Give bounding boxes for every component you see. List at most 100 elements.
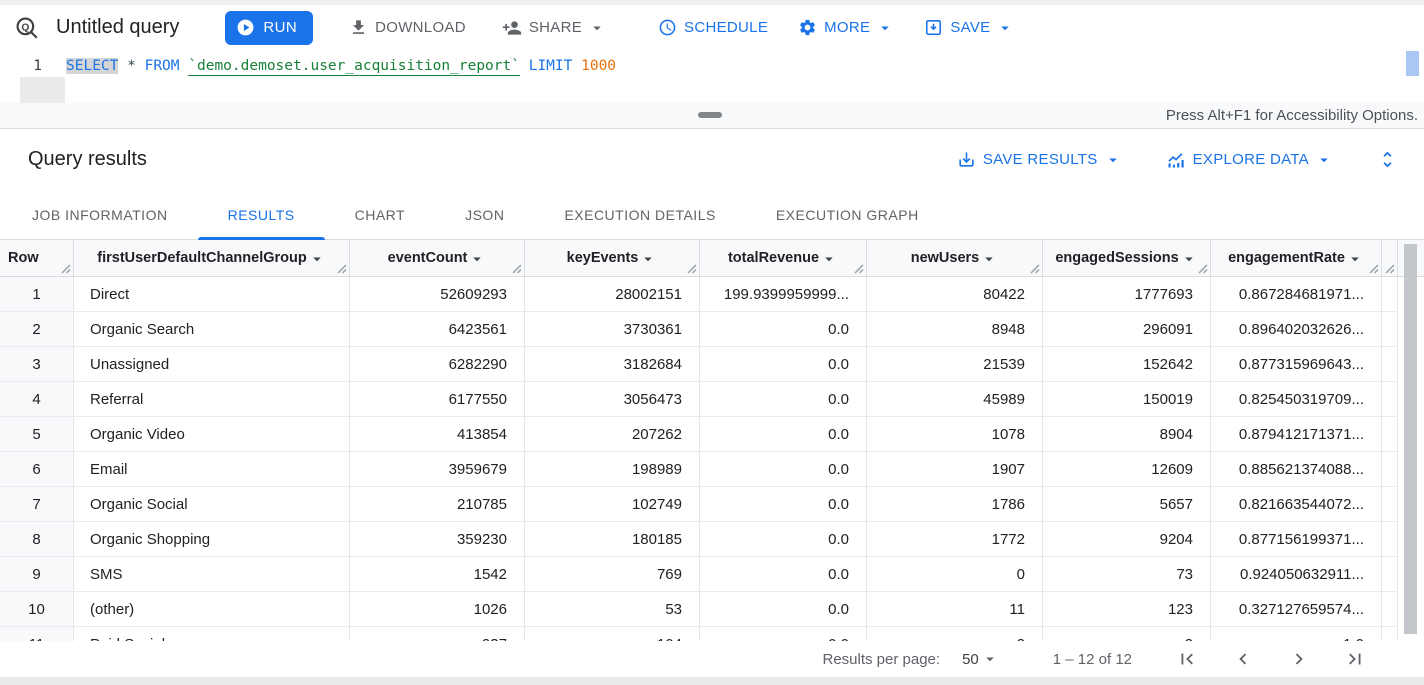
sql-code-line[interactable]: SELECT * FROM `demo.demoset.user_acquisi… (66, 58, 616, 76)
more-button[interactable]: MORE (798, 18, 894, 37)
tab-job-information[interactable]: JOB INFORMATION (32, 206, 168, 223)
column-resize-grip[interactable] (1369, 264, 1379, 274)
sql-keyword-limit: LIMIT (528, 58, 573, 74)
column-menu-arrow-icon[interactable] (1180, 250, 1198, 268)
column-menu-arrow-icon[interactable] (468, 250, 486, 268)
data-cell: Unassigned (74, 347, 350, 381)
data-cell: 11 (867, 592, 1043, 626)
sql-editor[interactable]: 1 SELECT * FROM `demo.demoset.user_acqui… (0, 50, 1424, 103)
data-cell: 3959679 (350, 452, 525, 486)
editor-gutter-shade (20, 77, 65, 103)
data-cell: 6177550 (350, 382, 525, 416)
column-menu-arrow-icon[interactable] (980, 250, 998, 268)
column-label: newUsers (910, 250, 980, 266)
column-menu-arrow-icon[interactable] (639, 250, 657, 268)
column-header-keyEvents[interactable]: keyEvents (525, 240, 700, 276)
tab-json[interactable]: JSON (465, 206, 505, 223)
page-size-select[interactable]: 50 (962, 650, 999, 668)
sliver-cell (1382, 312, 1398, 346)
column-resize-grip[interactable] (61, 264, 71, 274)
tab-execution-graph[interactable]: EXECUTION GRAPH (775, 206, 919, 223)
column-resize-grip[interactable] (337, 264, 347, 274)
query-results-header: Query results SAVE RESULTS EXPLORE DATA (0, 129, 1424, 190)
data-cell: 0.327127659574... (1211, 592, 1382, 626)
data-cell: 0.877315969643... (1211, 347, 1382, 381)
column-header-firstUserDefaultChannelGroup[interactable]: firstUserDefaultChannelGroup (74, 240, 350, 276)
column-header-engagedSessions[interactable]: engagedSessions (1043, 240, 1211, 276)
column-resize-grip[interactable] (1385, 264, 1395, 274)
column-resize-grip[interactable] (854, 264, 864, 274)
column-resize-grip[interactable] (1198, 264, 1208, 274)
horizontal-scrollbar-track[interactable] (0, 677, 1424, 685)
save-button[interactable]: SAVE (924, 18, 1014, 37)
pager-controls (1176, 648, 1366, 670)
more-label: MORE (824, 19, 871, 36)
results-tab-bar: JOB INFORMATION RESULTS CHART JSON EXECUTION… (0, 190, 1424, 240)
column-resize-grip[interactable] (1030, 264, 1040, 274)
data-cell: 2 (867, 627, 1043, 641)
first-page-icon[interactable] (1176, 648, 1198, 670)
tab-chart[interactable]: CHART (354, 206, 406, 223)
splitter-drag-handle[interactable] (698, 112, 722, 118)
data-cell: 1542 (350, 557, 525, 591)
column-label: Row (8, 250, 39, 266)
data-cell: 2 (1043, 627, 1211, 641)
results-per-page-label: Results per page: (822, 650, 941, 668)
data-cell: 104 (525, 627, 700, 641)
column-header-totalRevenue[interactable]: totalRevenue (700, 240, 867, 276)
share-label: SHARE (528, 19, 583, 36)
explore-data-button[interactable]: EXPLORE DATA (1166, 150, 1333, 170)
data-cell: 0.0 (700, 592, 867, 626)
table-vertical-scrollbar[interactable] (1404, 244, 1417, 634)
sql-table-reference[interactable]: `demo.demoset.user_acquisition_report` (188, 58, 520, 76)
download-button[interactable]: DOWNLOAD (349, 18, 466, 37)
editor-line-number: 1 (33, 58, 42, 74)
data-cell: 1772 (867, 522, 1043, 556)
column-header-sliver (1382, 240, 1398, 276)
data-cell: 80422 (867, 277, 1043, 311)
column-header-engagementRate[interactable]: engagementRate (1211, 240, 1382, 276)
last-page-icon[interactable] (1344, 648, 1366, 670)
row-number-cell: 5 (0, 417, 74, 451)
chevron-down-icon (881, 26, 890, 30)
explore-data-label: EXPLORE DATA (1192, 151, 1309, 168)
column-header-newUsers[interactable]: newUsers (867, 240, 1043, 276)
column-resize-grip[interactable] (687, 264, 697, 274)
run-button[interactable]: RUN (225, 10, 314, 45)
column-menu-arrow-icon[interactable] (308, 250, 326, 268)
column-header-Row[interactable]: Row (0, 240, 74, 276)
share-button[interactable]: SHARE (502, 18, 606, 38)
data-cell: Organic Search (74, 312, 350, 346)
editor-vertical-scrollbar[interactable] (1406, 51, 1419, 76)
column-menu-arrow-icon[interactable] (820, 250, 838, 268)
schedule-button[interactable]: SCHEDULE (658, 18, 768, 37)
column-resize-grip[interactable] (512, 264, 522, 274)
data-cell: 3182684 (525, 347, 700, 381)
chart-explore-icon (1167, 152, 1184, 167)
data-cell: 0.0 (700, 382, 867, 416)
data-cell: 0.0 (700, 417, 867, 451)
save-results-button[interactable]: SAVE RESULTS (957, 150, 1122, 169)
data-cell: 0.821663544072... (1211, 487, 1382, 521)
sliver-cell (1382, 627, 1398, 641)
data-cell: Paid Social (74, 627, 350, 641)
data-cell: 180185 (525, 522, 700, 556)
data-cell: 769 (525, 557, 700, 591)
column-header-eventCount[interactable]: eventCount (350, 240, 525, 276)
data-cell: 152642 (1043, 347, 1211, 381)
expand-results-button[interactable] (1377, 149, 1398, 170)
data-cell: 150019 (1043, 382, 1211, 416)
next-page-icon[interactable] (1288, 648, 1310, 670)
data-cell: 45989 (867, 382, 1043, 416)
previous-page-icon[interactable] (1232, 648, 1254, 670)
data-cell: 53 (525, 592, 700, 626)
query-magnifier-icon: Q (14, 15, 40, 41)
tab-execution-details[interactable]: EXECUTION DETAILS (564, 206, 716, 223)
data-cell: 199.9399959999... (700, 277, 867, 311)
data-cell: 0.879412171371... (1211, 417, 1382, 451)
data-cell: 0.877156199371... (1211, 522, 1382, 556)
tab-results[interactable]: RESULTS (197, 190, 325, 240)
column-menu-arrow-icon[interactable] (1346, 250, 1364, 268)
column-label: firstUserDefaultChannelGroup (97, 250, 307, 266)
